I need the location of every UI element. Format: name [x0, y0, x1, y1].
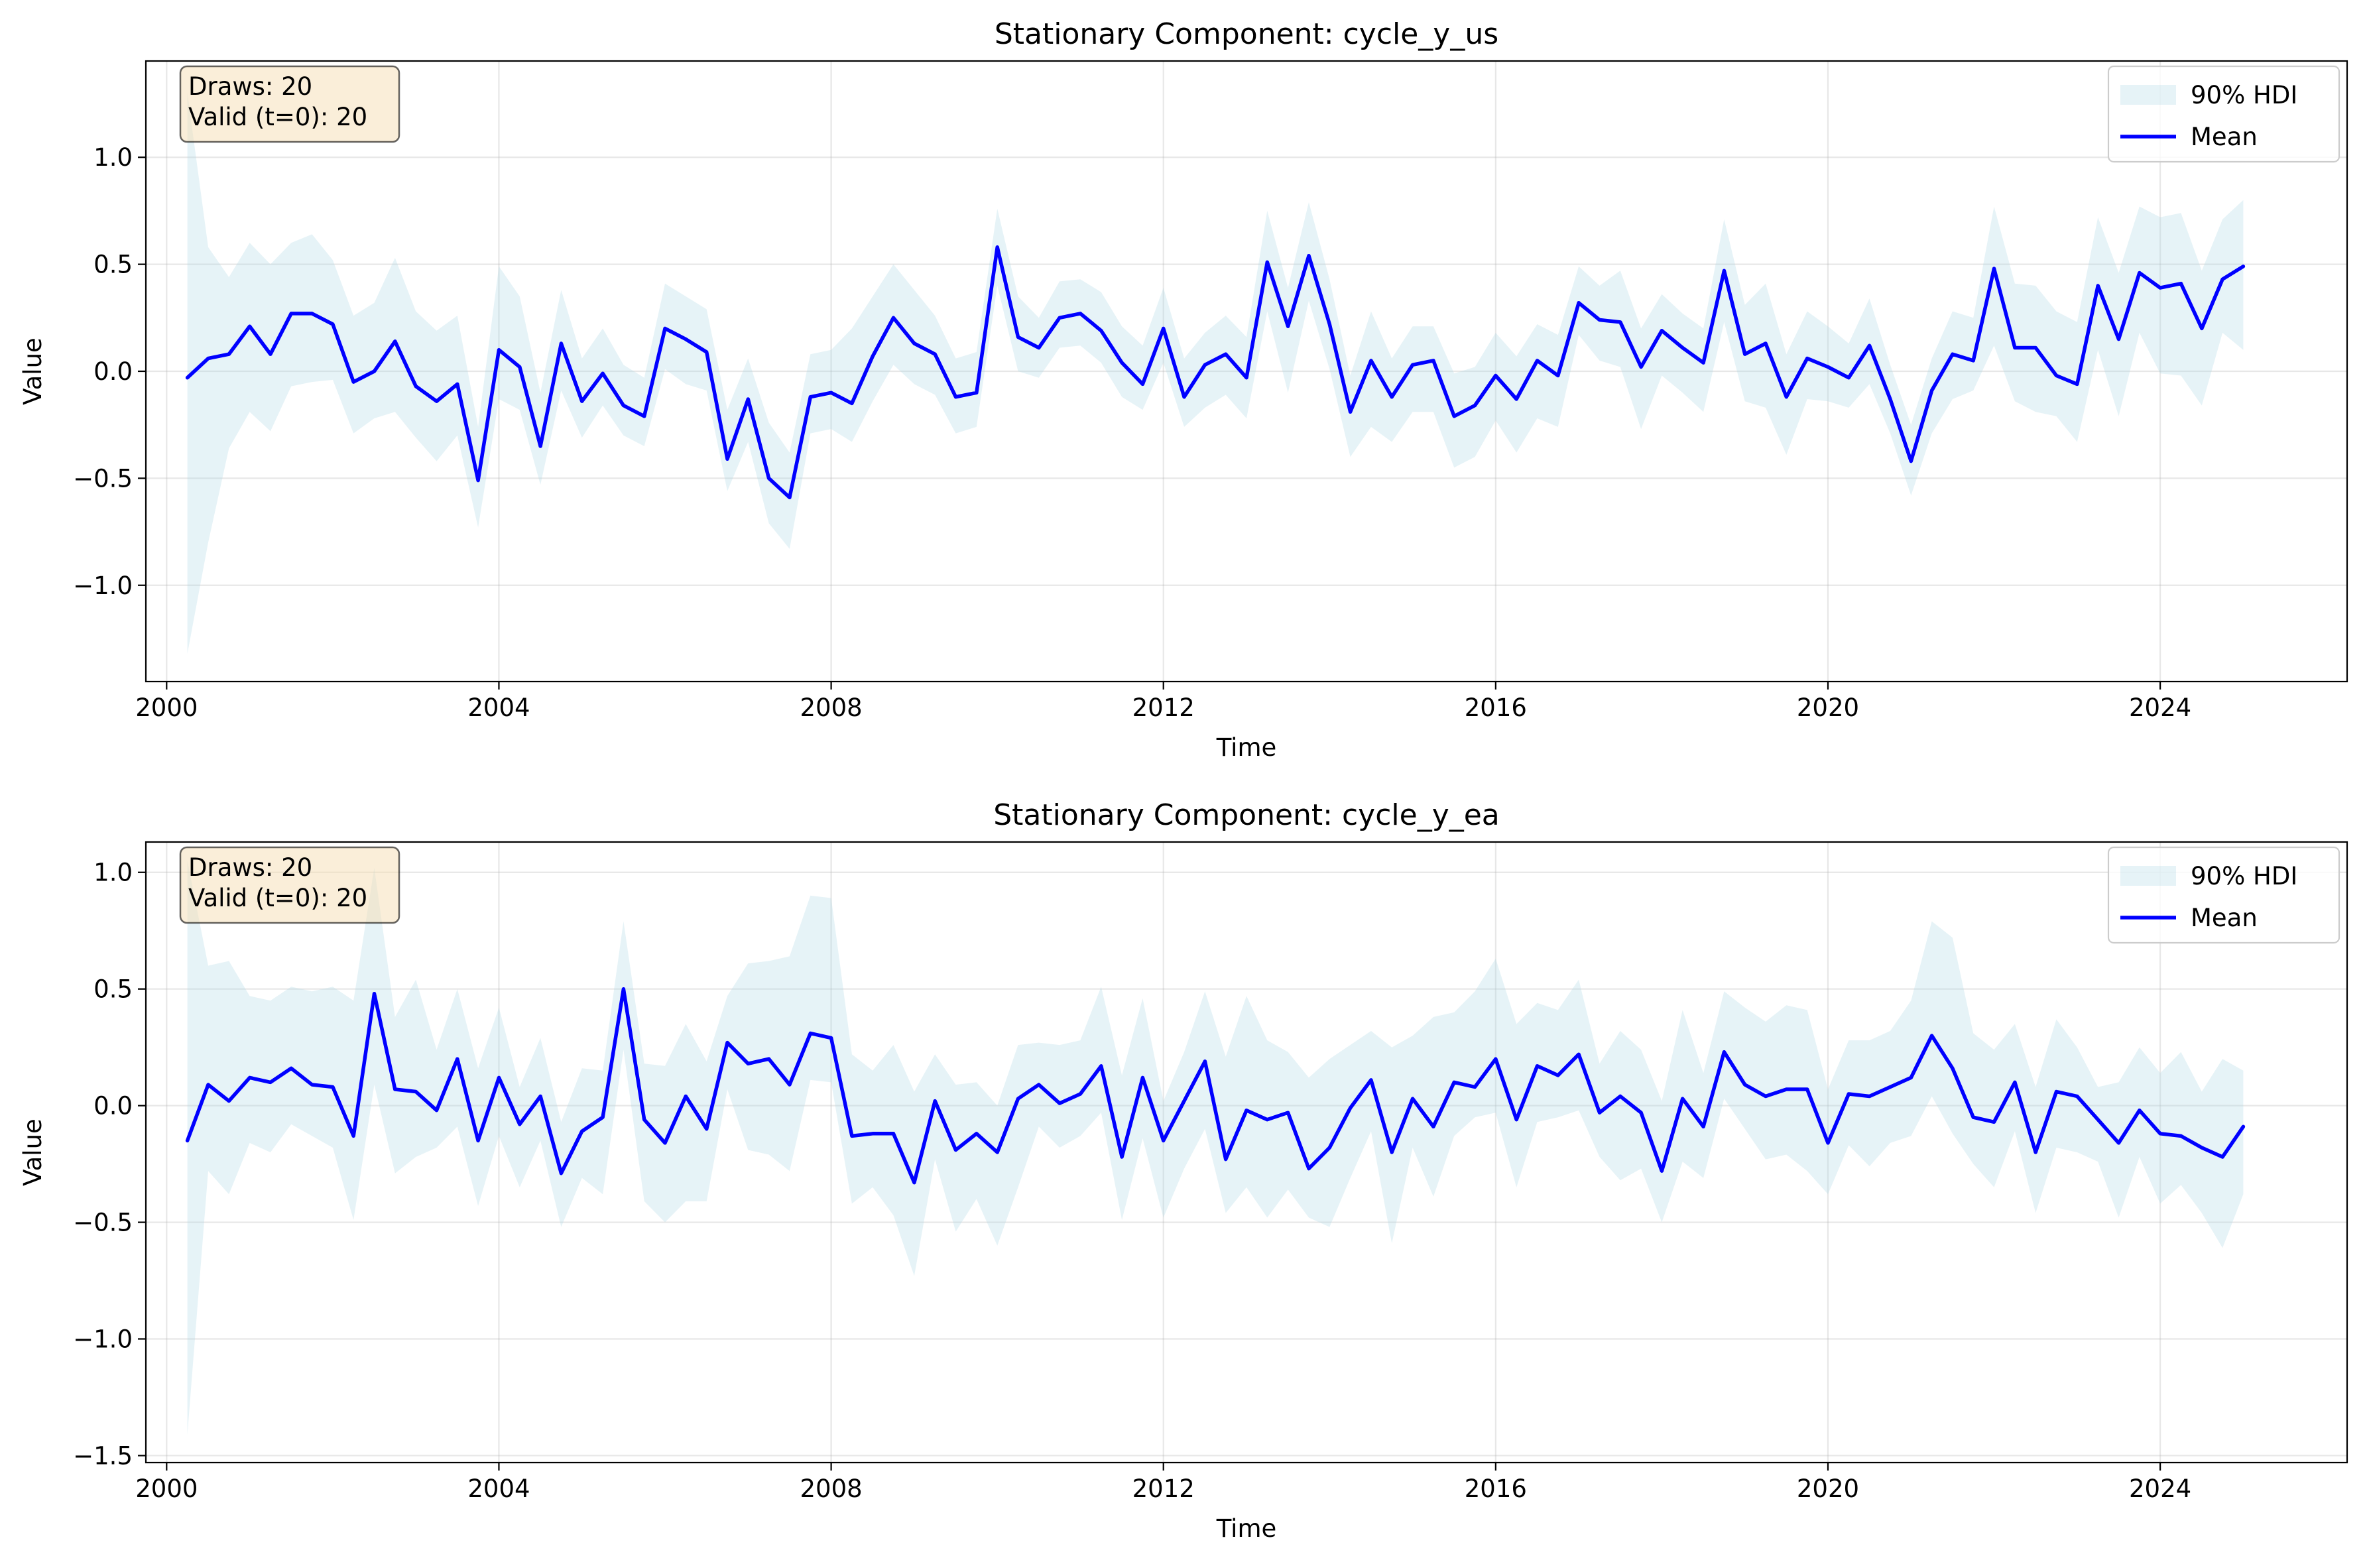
y-axis-label: Value — [19, 337, 47, 405]
y-tick-label: 0.0 — [93, 357, 133, 386]
hdi-band — [187, 861, 2244, 1435]
legend-label-hdi: 90% HDI — [2191, 81, 2297, 109]
y-tick-label: 1.0 — [93, 143, 133, 172]
grid — [146, 842, 2347, 1463]
hdi-band — [187, 93, 2244, 654]
legend-swatch-hdi — [2120, 866, 2176, 886]
grid — [146, 61, 2347, 682]
info-box-frame — [179, 65, 400, 143]
legend-label-mean: Mean — [2191, 904, 2258, 932]
x-tick-label: 2008 — [800, 1475, 862, 1503]
chart-title: Stationary Component: cycle_y_us — [995, 17, 1498, 51]
mean-points — [187, 247, 2244, 498]
info-box-line: Draws: 20 — [188, 853, 312, 882]
legend: 90% HDI Mean — [2107, 65, 2340, 163]
x-axis: 2000 2004 2008 2012 2016 2020 2024 — [135, 1463, 2191, 1503]
y-axis: −1.5 −1.0 −0.5 0.0 0.5 1.0 — [73, 859, 146, 1470]
legend: 90% HDI Mean — [2107, 846, 2340, 944]
y-axis-label: Value — [19, 1118, 47, 1186]
y-tick-label: −1.5 — [73, 1441, 133, 1470]
y-tick-label: −1.0 — [73, 1325, 133, 1354]
x-tick-label: 2004 — [467, 694, 530, 722]
legend-swatch-hdi — [2120, 85, 2176, 105]
x-tick-label: 2024 — [2129, 1475, 2191, 1503]
y-axis: −1.0 −0.5 0.0 0.5 1.0 — [73, 143, 146, 600]
chart-panel-ea: 2000 2004 2008 2012 2016 2020 2024 −1.5 −1.0 −0.5… — [19, 798, 2348, 1543]
y-tick-label: 0.5 — [93, 251, 133, 279]
x-tick-label: 2012 — [1132, 694, 1195, 722]
y-tick-label: −0.5 — [73, 1209, 133, 1237]
x-axis-label: Time — [1216, 733, 1277, 762]
info-box-frame — [179, 846, 400, 924]
x-tick-label: 2004 — [467, 1475, 530, 1503]
x-tick-label: 2016 — [1465, 694, 1527, 722]
info-box-line: Draws: 20 — [188, 72, 312, 101]
x-tick-label: 2020 — [1797, 1475, 1859, 1503]
mean-points — [187, 989, 2244, 1183]
x-tick-label: 2024 — [2129, 694, 2191, 722]
legend-label-mean: Mean — [2191, 123, 2258, 151]
chart-panel-us: 2000 2004 2008 2012 2016 2020 2024 −1.0 −0.5 0.0 0… — [19, 17, 2348, 762]
x-tick-label: 2008 — [800, 694, 862, 722]
chart-title: Stationary Component: cycle_y_ea — [993, 798, 1500, 832]
x-tick-label: 2012 — [1132, 1475, 1195, 1503]
y-tick-label: −1.0 — [73, 572, 133, 600]
x-axis: 2000 2004 2008 2012 2016 2020 2024 — [135, 682, 2191, 722]
y-tick-label: 1.0 — [93, 859, 133, 887]
mean-line — [185, 245, 2246, 500]
y-tick-label: 0.5 — [93, 975, 133, 1004]
info-box-line: Valid (t=0): 20 — [188, 884, 367, 912]
legend-label-hdi: 90% HDI — [2191, 862, 2297, 890]
x-tick-label: 2000 — [135, 694, 198, 722]
x-axis-label: Time — [1216, 1514, 1277, 1543]
x-tick-label: 2016 — [1465, 1475, 1527, 1503]
mean-line — [185, 987, 2246, 1185]
info-box-line: Valid (t=0): 20 — [188, 103, 367, 131]
y-tick-label: −0.5 — [73, 464, 133, 493]
x-tick-label: 2020 — [1797, 694, 1859, 722]
x-tick-label: 2000 — [135, 1475, 198, 1503]
y-tick-label: 0.0 — [93, 1092, 133, 1120]
axes-frame — [145, 841, 2348, 1464]
